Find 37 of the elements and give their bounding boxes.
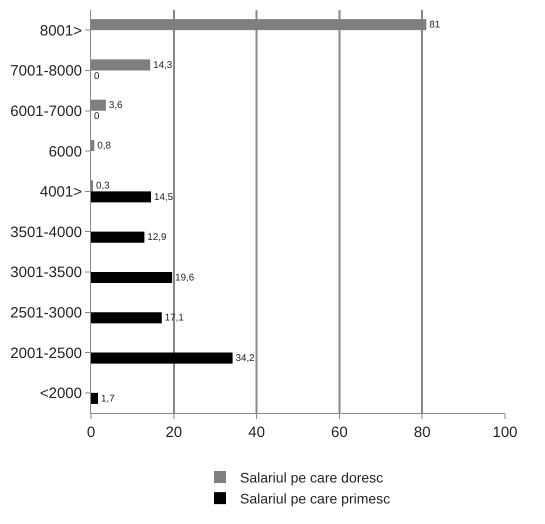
y-tick-label: 6001-7000	[10, 103, 82, 120]
data-label: 14,3	[153, 60, 172, 71]
x-tick-label: 0	[86, 424, 96, 441]
data-label: 1,7	[101, 393, 115, 404]
bar	[91, 191, 152, 202]
data-label: 0,8	[97, 140, 111, 152]
bar	[91, 272, 172, 284]
data-label: 14,5	[154, 192, 174, 203]
bar	[91, 392, 98, 404]
data-label: 0,3	[96, 180, 110, 192]
x-tick-label: 100	[492, 424, 518, 441]
y-tick-label: 3001-3500	[10, 264, 82, 282]
y-tick-label: 3501-4000	[10, 224, 82, 241]
data-label: 81	[429, 20, 440, 31]
data-label: 0	[94, 70, 100, 82]
bar	[91, 352, 233, 364]
y-tick-label: <2000	[40, 385, 82, 402]
bar	[91, 312, 162, 324]
x-tick-label: 60	[331, 424, 348, 441]
data-label: 3,6	[108, 100, 122, 112]
data-label: 0	[94, 111, 100, 122]
legend-label: Salariul pe care primesc	[240, 490, 390, 507]
y-tick-label: 8001>	[40, 22, 82, 40]
y-tick-label: 2001-2500	[10, 344, 82, 362]
y-tick-label: 7001-8000	[10, 62, 82, 80]
x-tick-label: 20	[165, 424, 182, 441]
x-tick-label: 80	[414, 424, 431, 441]
data-label: 34,2	[236, 353, 255, 364]
x-tick-label: 40	[248, 424, 265, 441]
legend-label: Salariul pe care doresc	[240, 469, 384, 486]
y-tick-label: 2501-3000	[10, 304, 82, 322]
bar	[91, 232, 144, 243]
y-tick-label: 6000	[48, 143, 82, 160]
data-label: 19,6	[175, 272, 194, 284]
y-tick-label: 4001>	[40, 184, 82, 201]
data-label: 17,1	[164, 312, 184, 324]
data-label: 12,9	[147, 232, 166, 244]
